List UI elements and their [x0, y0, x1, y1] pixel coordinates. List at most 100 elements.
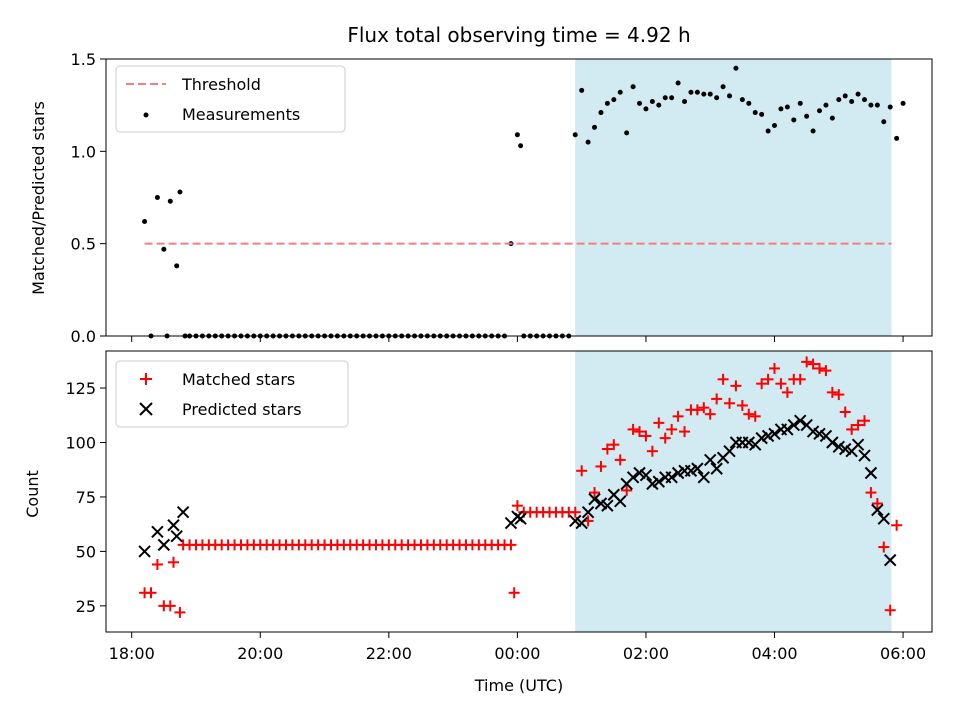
measurement-point — [842, 93, 848, 99]
matched-star-point — [833, 389, 845, 401]
matched-star-point — [666, 423, 678, 435]
matched-star-point — [820, 365, 832, 377]
measurement-point — [649, 98, 655, 104]
top-y-axis: 0.0 0.5 1.0 1.5 — [71, 50, 106, 346]
predicted-star-point — [639, 468, 653, 482]
matched-star-point — [640, 430, 652, 442]
predicted-star-point — [781, 423, 794, 436]
predicted-star-point — [794, 414, 807, 427]
measurement-point — [894, 135, 900, 141]
measurement-point — [669, 95, 675, 101]
measurement-point — [881, 119, 887, 125]
measurement-point — [161, 246, 167, 252]
legend-measurements-swatch — [143, 112, 149, 118]
predicted-star-point — [665, 471, 678, 484]
predicted-star-point — [601, 499, 614, 512]
predicted-star-point — [826, 436, 839, 449]
predicted-star-point — [581, 505, 595, 519]
matched-star-point — [781, 386, 793, 398]
top-panel: 0.0 0.5 1.0 1.5 Matched/Predicted stars Thr… — [29, 50, 933, 346]
measurement-point — [585, 139, 591, 145]
predicted-star-point — [723, 444, 736, 458]
measurement-point — [707, 91, 713, 97]
legend-matched-label: Matched stars — [182, 370, 295, 389]
bottom-y-axis: 25 50 75 100 125 — [65, 379, 106, 616]
predicted-star-point — [871, 503, 884, 517]
top-axes-frame — [105, 58, 933, 337]
top-observing-span — [575, 59, 892, 336]
matched-star-point — [865, 487, 877, 499]
measurement-point — [752, 110, 758, 116]
matched-star-point — [704, 408, 716, 420]
bottom-legend: Matched stars Predicted stars — [115, 360, 349, 428]
measurement-point — [714, 95, 720, 101]
matched-star-point — [614, 454, 626, 466]
matched-star-point — [167, 556, 179, 568]
bottom-x-axis: 18:00 20:00 22:00 00:00 02:00 04:00 06:00 — [109, 632, 926, 663]
measurement-point — [804, 113, 810, 119]
measurement-point — [604, 100, 610, 106]
measurement-point — [662, 95, 668, 101]
matched-star-point — [769, 362, 781, 374]
top-y-tick-label: 1.5 — [71, 50, 96, 69]
matched-star-point — [839, 406, 851, 418]
measurement-point — [617, 89, 623, 95]
predicted-star-point — [151, 525, 164, 539]
matched-star-point — [762, 373, 774, 385]
measurement-point — [682, 98, 688, 104]
matched-star-point — [595, 460, 607, 472]
top-y-axis-label: Matched/Predicted stars — [29, 101, 48, 295]
bottom-y-axis-label: Count — [23, 470, 42, 518]
x-tick-label: 00:00 — [494, 644, 540, 663]
predicted-star-point — [176, 505, 190, 519]
measurement-point — [874, 102, 880, 108]
matched-star-point — [164, 600, 176, 612]
matched-star-point — [859, 415, 871, 427]
bottom-panel: 25 50 75 100 125 18:00 20:00 22:00 00:00 02:00 04… — [23, 350, 933, 695]
matched-star-point — [730, 380, 742, 392]
predicted-star-point — [851, 438, 865, 451]
top-y-tick-label: 0.5 — [71, 235, 96, 254]
measurement-point — [900, 100, 906, 106]
matched-star-point — [826, 386, 838, 398]
matched-star-point — [151, 558, 163, 570]
measurement-point — [592, 124, 598, 130]
measurement-point — [791, 117, 797, 123]
matched-star-point — [589, 487, 601, 499]
matched-star-point — [878, 541, 890, 553]
matched-star-point — [801, 356, 813, 368]
bottom-axes-frame — [105, 350, 933, 633]
measurement-point — [624, 130, 630, 136]
measurement-point — [694, 89, 700, 95]
measurement-point — [688, 89, 694, 95]
bottom-y-tick-label: 125 — [65, 379, 96, 398]
matched-star-point — [724, 397, 736, 409]
matched-star-point — [691, 404, 703, 416]
x-tick-label: 18:00 — [109, 644, 155, 663]
top-legend-box — [115, 65, 346, 133]
matched-star-point — [505, 539, 517, 551]
measurement-point — [855, 91, 861, 97]
legend-threshold-label: Threshold — [181, 75, 261, 94]
measurement-point — [810, 128, 816, 134]
matched-star-point — [576, 465, 588, 477]
measurement-point — [772, 122, 778, 128]
measurement-point — [154, 195, 160, 200]
measurement-point — [849, 98, 855, 104]
matched-star-point — [736, 399, 748, 411]
predicted-star-point — [614, 495, 627, 508]
matched-star-point — [775, 378, 787, 390]
top-legend: Threshold Measurements — [115, 65, 346, 133]
predicted-star-point — [138, 545, 151, 558]
measurement-point — [701, 91, 707, 97]
predicted-star-point — [704, 453, 717, 467]
matched-star-point — [749, 410, 761, 422]
measurement-point — [836, 97, 842, 103]
matched-star-point — [679, 426, 691, 438]
measurement-point — [167, 198, 173, 204]
predicted-star-point — [157, 538, 171, 552]
matched-star-point — [659, 432, 671, 444]
matched-star-point — [814, 362, 826, 374]
matched-star-point — [608, 439, 620, 451]
